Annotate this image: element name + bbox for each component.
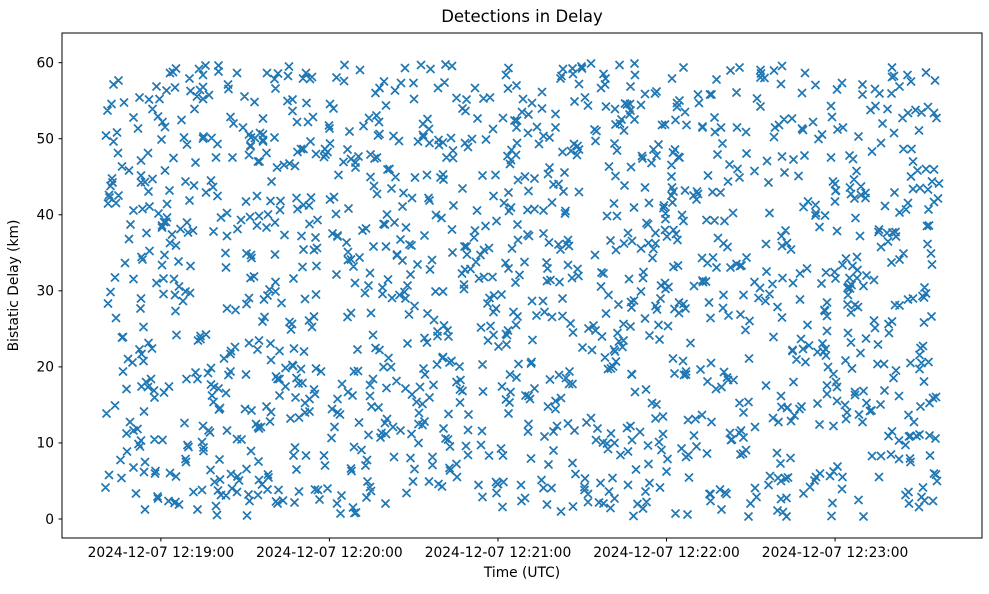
y-tick-label: 10 (36, 436, 54, 452)
x-tick-label: 2024-12-07 12:19:00 (88, 545, 235, 561)
plot-border (61, 32, 983, 539)
x-tick-label: 2024-12-07 12:22:00 (593, 545, 740, 561)
x-tick-label: 2024-12-07 12:23:00 (762, 545, 909, 561)
x-axis-label: Time (UTC) (483, 565, 560, 581)
y-axis-label: Bistatic Delay (km) (6, 220, 22, 352)
chart-title: Detections in Delay (441, 7, 603, 26)
x-axis-ticks: 2024-12-07 12:19:00 2024-12-07 12:20:00 20… (88, 538, 909, 561)
y-axis-ticks: 0 10 20 30 40 50 60 (36, 55, 62, 528)
y-tick-label: 0 (45, 512, 54, 528)
x-tick-label: 2024-12-07 12:20:00 (256, 545, 403, 561)
y-tick-label: 40 (36, 208, 54, 224)
y-tick-label: 50 (36, 132, 54, 148)
y-tick-label: 20 (36, 360, 54, 376)
scatter-points (100, 58, 944, 522)
y-tick-label: 60 (36, 55, 54, 71)
y-tick-label: 30 (36, 284, 54, 300)
x-tick-label: 2024-12-07 12:21:00 (425, 545, 572, 561)
